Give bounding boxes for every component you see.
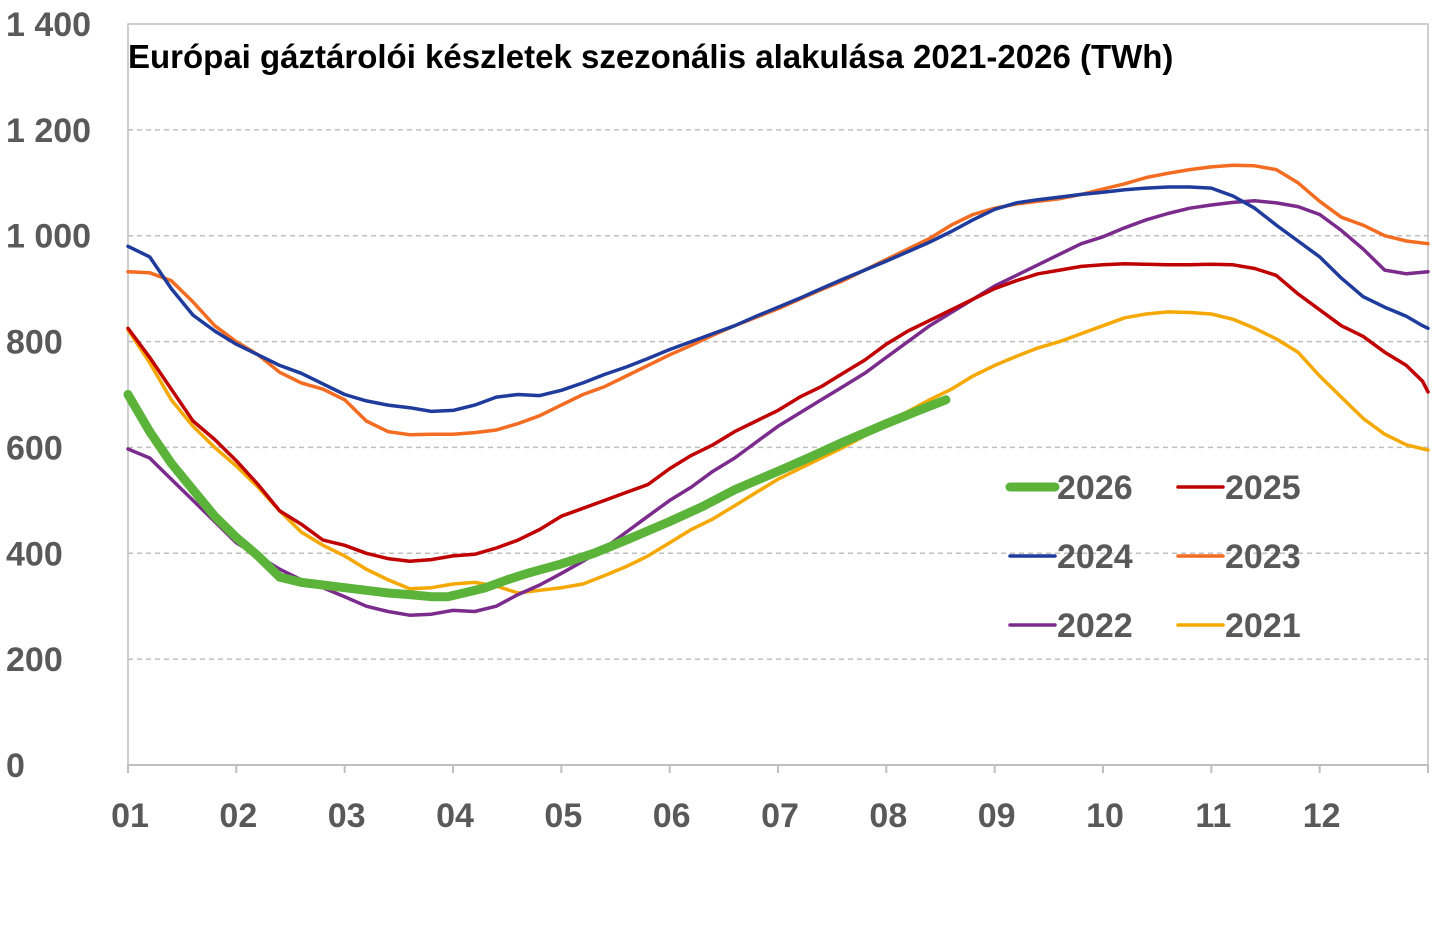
x-tick-label: 12	[1303, 797, 1341, 835]
series-line-2023	[126, 163, 1430, 437]
y-tick-label: 800	[6, 324, 63, 362]
legend-label-2022: 2022	[1057, 607, 1133, 645]
y-tick-label: 600	[6, 429, 63, 467]
legend-label-2024: 2024	[1057, 538, 1133, 576]
y-tick-label: 1 000	[6, 218, 91, 256]
x-tick-label: 04	[436, 797, 474, 835]
x-tick-label: 06	[653, 797, 691, 835]
gridlines	[128, 129, 1428, 660]
x-tick-label: 11	[1195, 797, 1231, 835]
series-lines	[123, 163, 1430, 617]
y-axis-ticks: 0 200 400 600 800 1 000 1 200 1 400	[6, 6, 91, 785]
y-tick-label: 400	[6, 535, 63, 573]
x-tick-label: 10	[1086, 797, 1124, 835]
x-tick-label: 03	[328, 797, 366, 835]
x-tick-label: 05	[544, 797, 582, 835]
legend: 2026 2025 2024 2023 2022 2021	[1005, 469, 1301, 645]
legend-label-2025: 2025	[1225, 469, 1301, 507]
y-tick-label: 1 200	[6, 112, 91, 150]
legend-label-2023: 2023	[1225, 538, 1301, 576]
series-line-2025	[126, 262, 1430, 563]
y-tick-label: 200	[6, 641, 63, 679]
x-tick-label: 01	[111, 797, 149, 835]
x-tick-label: 08	[869, 797, 907, 835]
x-axis-ticks: 01 02 03 04 05 06 07 08 09 10 11 12	[111, 765, 1429, 835]
y-tick-label: 1 400	[6, 6, 91, 44]
chart-title: Európai gáztárolói készletek szezonális …	[128, 38, 1173, 75]
y-tick-label: 0	[6, 747, 25, 785]
legend-label-2021: 2021	[1225, 607, 1301, 645]
x-tick-label: 09	[978, 797, 1016, 835]
x-tick-label: 02	[219, 797, 257, 835]
x-tick-label: 07	[761, 797, 799, 835]
series-line-2024	[126, 185, 1430, 414]
series-line-2021	[126, 310, 1430, 595]
series-line-2026	[123, 390, 951, 602]
legend-label-2026: 2026	[1057, 469, 1133, 507]
series-line-2022	[126, 199, 1430, 617]
plot-area-border	[127, 23, 1429, 766]
